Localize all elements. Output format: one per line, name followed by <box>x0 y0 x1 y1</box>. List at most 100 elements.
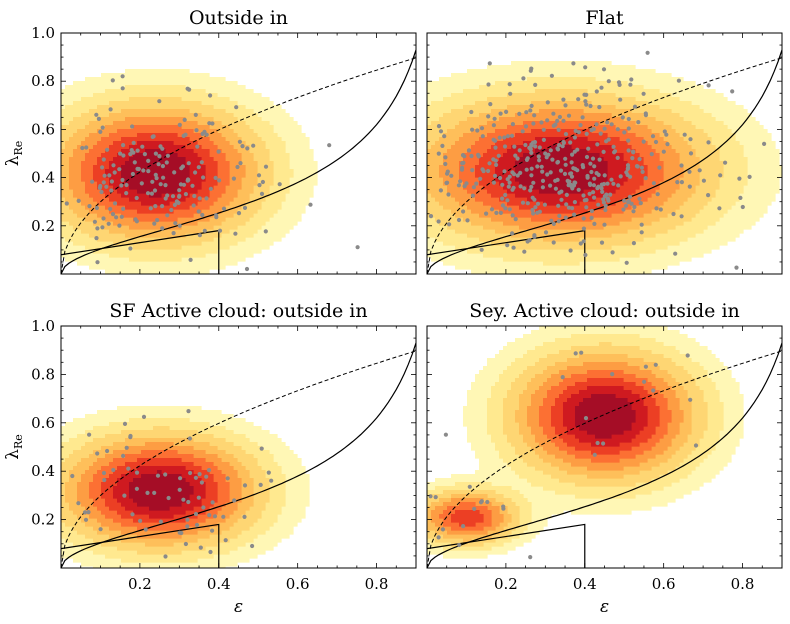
data-point <box>706 83 711 88</box>
data-point <box>443 432 448 437</box>
data-point <box>111 467 116 473</box>
data-point <box>177 530 182 535</box>
data-point <box>141 168 146 173</box>
data-point <box>506 184 511 189</box>
data-point <box>737 176 742 181</box>
data-point <box>101 157 106 162</box>
data-point <box>581 193 586 198</box>
data-point <box>187 436 192 441</box>
data-point <box>478 500 484 505</box>
data-point <box>120 74 125 79</box>
data-point <box>456 217 462 223</box>
data-point <box>488 102 493 107</box>
data-point <box>183 192 188 197</box>
data-point <box>140 144 145 149</box>
data-point <box>576 187 581 192</box>
data-point <box>160 226 165 231</box>
data-point <box>132 160 137 165</box>
data-point <box>471 185 476 190</box>
data-point <box>124 191 129 196</box>
data-point <box>481 169 486 174</box>
data-point <box>120 177 125 183</box>
data-point <box>487 161 492 166</box>
data-point <box>216 149 221 154</box>
data-point <box>150 134 155 139</box>
data-point <box>557 114 563 120</box>
data-point <box>626 126 631 131</box>
data-point <box>258 482 263 487</box>
data-point <box>84 145 89 150</box>
data-point <box>134 195 139 201</box>
data-point <box>639 230 644 235</box>
data-point <box>540 185 546 190</box>
data-point <box>494 210 499 215</box>
data-point <box>555 177 560 182</box>
data-point <box>509 133 515 138</box>
data-point <box>190 183 195 188</box>
data-point <box>584 154 590 160</box>
data-point <box>135 166 140 171</box>
data-point <box>210 528 215 533</box>
data-point <box>560 144 565 149</box>
data-point <box>95 451 100 456</box>
data-point <box>199 480 204 485</box>
slow-rotator-box <box>61 523 220 568</box>
data-point <box>616 80 622 85</box>
data-point <box>569 160 574 165</box>
data-point <box>536 154 541 159</box>
data-point <box>181 182 187 187</box>
curve-dashed <box>427 57 782 274</box>
data-point <box>470 193 475 198</box>
data-point <box>551 221 556 226</box>
data-point <box>107 173 112 178</box>
data-point <box>110 212 116 217</box>
data-point <box>153 151 158 156</box>
data-point <box>186 499 191 505</box>
data-point <box>594 122 599 127</box>
data-point <box>622 130 627 135</box>
data-point <box>561 97 566 102</box>
data-point <box>589 208 595 214</box>
data-point <box>428 214 434 219</box>
data-point <box>257 183 262 188</box>
data-point <box>533 205 538 210</box>
data-point <box>601 197 606 202</box>
data-point <box>507 82 512 87</box>
curve-solid <box>427 342 782 568</box>
data-point <box>626 116 631 122</box>
data-point <box>611 181 616 186</box>
data-point <box>210 500 215 505</box>
data-point <box>492 116 497 121</box>
data-point <box>664 132 669 137</box>
data-point <box>149 191 154 196</box>
data-point <box>529 166 534 171</box>
data-point <box>201 175 206 180</box>
data-point <box>602 222 607 227</box>
data-point <box>533 144 538 149</box>
data-point <box>641 139 646 144</box>
data-point <box>198 545 203 550</box>
data-point <box>601 182 607 187</box>
data-point <box>612 149 618 154</box>
data-point <box>665 142 670 147</box>
data-point <box>561 118 566 123</box>
plot-area <box>61 342 416 568</box>
data-point <box>520 129 525 134</box>
curve-solid <box>61 49 416 274</box>
data-point <box>580 163 585 168</box>
data-point <box>573 351 578 356</box>
data-point <box>445 171 450 176</box>
data-point <box>602 173 607 178</box>
data-point <box>100 165 105 170</box>
data-point <box>157 154 162 159</box>
data-point <box>100 125 105 130</box>
data-point <box>592 221 597 226</box>
data-point <box>449 173 454 178</box>
data-point <box>637 157 642 162</box>
data-point <box>235 164 240 170</box>
data-point <box>94 112 99 117</box>
data-point <box>138 518 143 524</box>
data-point <box>730 89 735 94</box>
data-point <box>470 168 475 173</box>
data-point <box>128 435 133 440</box>
